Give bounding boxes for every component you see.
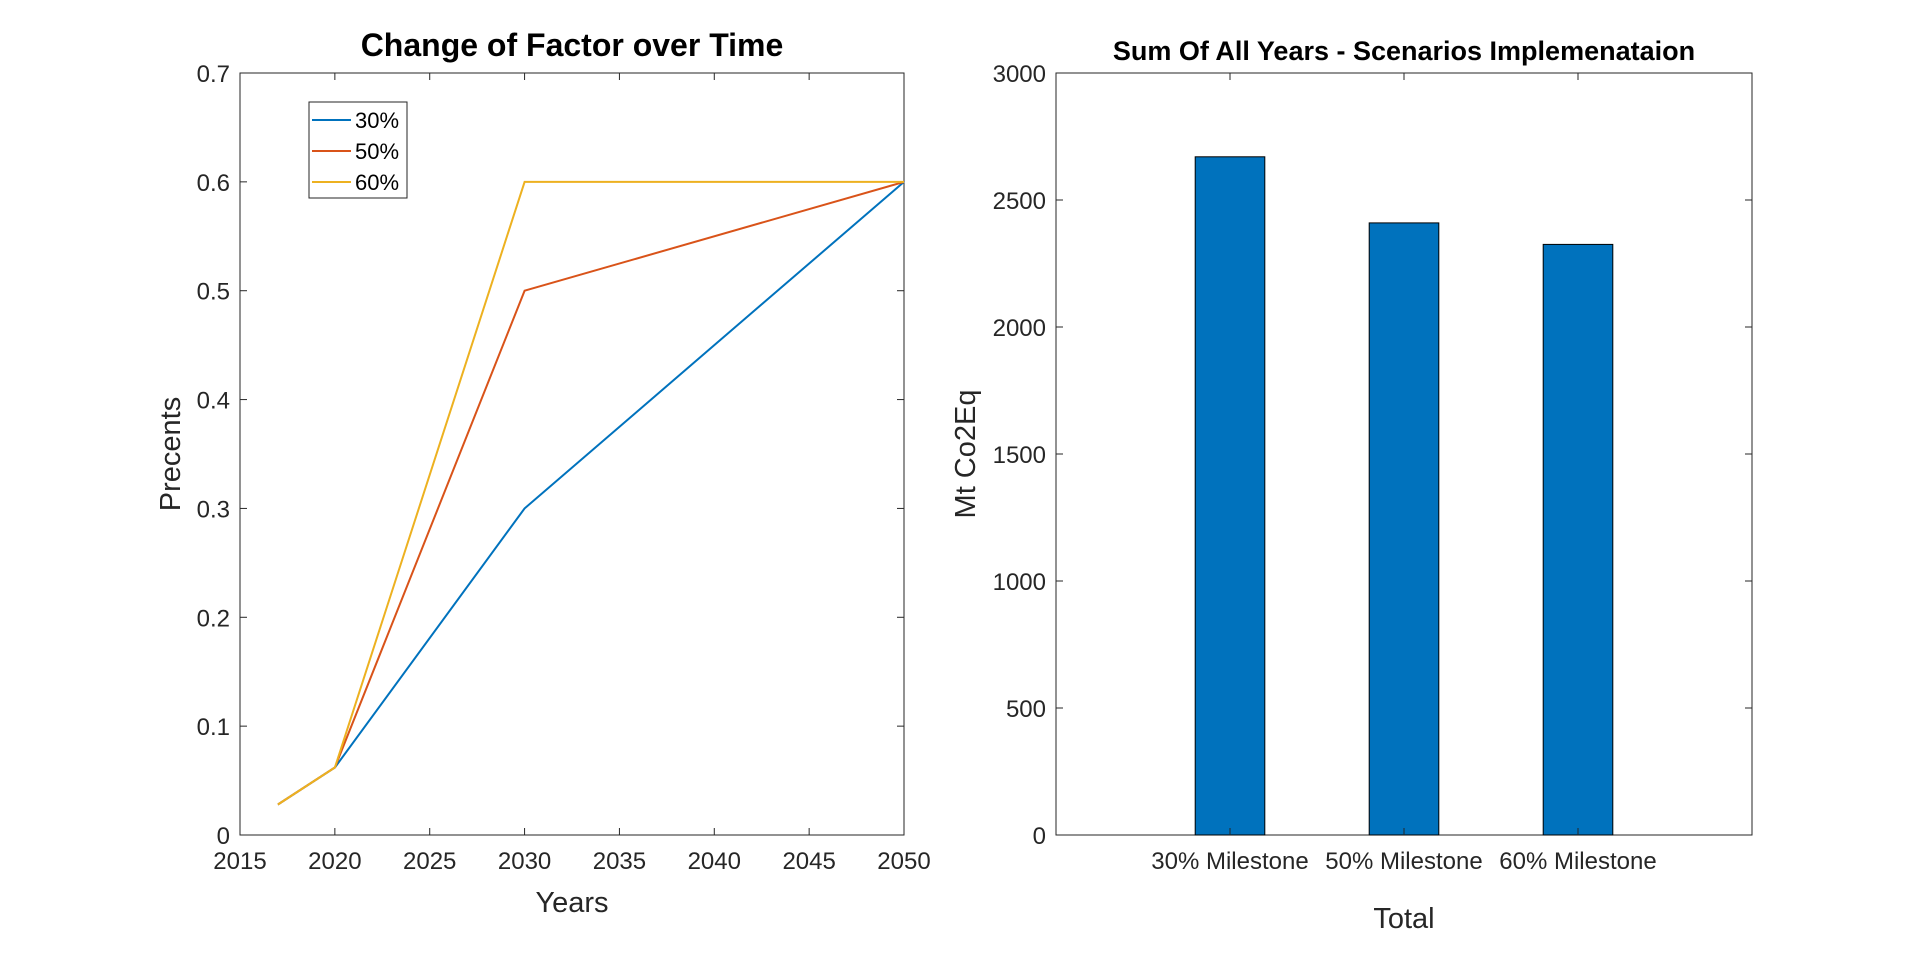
line-chart-x-axis-label: Years <box>535 887 608 919</box>
line-chart-axes-box <box>239 72 905 836</box>
bar-chart-bars <box>1194 156 1614 836</box>
y-tick-label: 0.4 <box>197 388 230 415</box>
y-tick-label: 2500 <box>993 188 1046 215</box>
bar-3 <box>1542 243 1614 836</box>
y-tick-label: 1500 <box>993 442 1046 469</box>
x-category-label: 30% Milestone <box>1151 848 1308 875</box>
line-chart-y-ticks: 0 0.1 0.2 0.3 0.4 0.5 0.6 0.7 <box>197 61 904 850</box>
line-chart-y-axis-label: Precents <box>155 397 187 511</box>
bar-chart-category-labels: 30% Milestone 50% Milestone 60% Milestone <box>1151 73 1657 875</box>
y-tick-label: 3000 <box>993 61 1046 88</box>
x-tick-label: 2035 <box>593 848 646 875</box>
y-tick-label: 1000 <box>993 569 1046 596</box>
x-category-label: 50% Milestone <box>1325 848 1482 875</box>
bar-1 <box>1194 156 1266 836</box>
x-tick-label: 2040 <box>688 848 741 875</box>
y-tick-label: 0 <box>217 823 230 850</box>
legend-label: 60% <box>355 170 399 195</box>
x-tick-label: 2025 <box>403 848 456 875</box>
x-tick-label: 2020 <box>308 848 361 875</box>
x-tick-label: 2030 <box>498 848 551 875</box>
line-chart-series <box>277 180 905 806</box>
bar-chart-x-axis-label: Total <box>1373 903 1434 935</box>
legend-label: 50% <box>355 139 399 164</box>
y-tick-label: 500 <box>1006 696 1046 723</box>
bar-chart-title: Sum Of All Years - Scenarios Implemenata… <box>1113 36 1695 66</box>
y-tick-label: 0.5 <box>197 279 230 306</box>
legend-label: 30% <box>355 108 399 133</box>
x-tick-label: 2015 <box>213 848 266 875</box>
bar-chart: Sum Of All Years - Scenarios Implemenata… <box>950 36 1753 935</box>
y-tick-label: 0.1 <box>197 714 230 741</box>
bar-2 <box>1368 222 1440 836</box>
y-tick-label: 0.6 <box>197 170 230 197</box>
series-line-3 <box>277 180 904 806</box>
line-chart: Change of Factor over Time 2015 2020 2025 2… <box>155 27 931 919</box>
x-tick-label: 2045 <box>782 848 835 875</box>
line-chart-legend: 30% 50% 60% <box>308 101 408 199</box>
x-category-label: 60% Milestone <box>1499 848 1656 875</box>
y-tick-label: 0.2 <box>197 605 230 632</box>
y-tick-label: 0.7 <box>197 61 230 88</box>
bar-chart-y-axis-label: Mt Co2Eq <box>950 390 982 519</box>
y-tick-label: 2000 <box>993 315 1046 342</box>
line-chart-x-ticks: 2015 2020 2025 2030 2035 2040 2045 2050 <box>213 73 931 875</box>
line-chart-title: Change of Factor over Time <box>361 27 784 63</box>
x-tick-label: 2050 <box>877 848 930 875</box>
y-tick-label: 0 <box>1033 823 1046 850</box>
bar-chart-y-ticks: 0 500 1000 1500 2000 2500 3000 <box>993 61 1752 850</box>
y-tick-label: 0.3 <box>197 496 230 523</box>
